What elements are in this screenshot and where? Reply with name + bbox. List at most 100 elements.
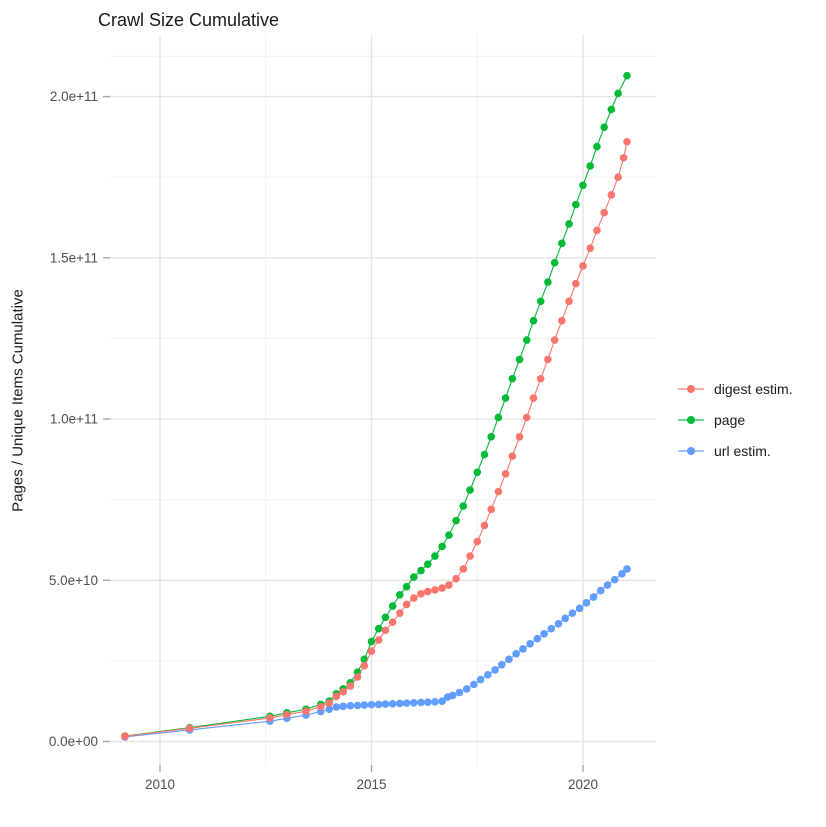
data-point bbox=[374, 700, 383, 709]
data-point bbox=[396, 699, 404, 708]
data-point bbox=[565, 297, 573, 306]
data-point bbox=[623, 71, 631, 80]
data-point bbox=[575, 604, 584, 613]
data-point bbox=[533, 634, 542, 643]
data-point bbox=[381, 626, 390, 635]
data-point bbox=[346, 701, 355, 710]
data-point bbox=[623, 565, 631, 573]
data-point bbox=[619, 154, 628, 162]
legend-label: digest estim. bbox=[714, 381, 793, 397]
data-point bbox=[381, 613, 390, 622]
legend-key-url-icon bbox=[678, 442, 704, 460]
data-point bbox=[423, 587, 432, 596]
legend-label: url estim. bbox=[714, 443, 771, 459]
data-point bbox=[374, 636, 383, 644]
data-point bbox=[448, 691, 457, 700]
data-point bbox=[579, 181, 587, 190]
data-point bbox=[423, 698, 432, 706]
data-point bbox=[316, 702, 325, 711]
data-point bbox=[452, 516, 460, 525]
data-point bbox=[438, 697, 446, 705]
data-point bbox=[536, 374, 545, 383]
data-point bbox=[501, 470, 510, 478]
data-point bbox=[466, 552, 474, 560]
data-point bbox=[607, 191, 616, 199]
data-point bbox=[593, 142, 601, 151]
data-point bbox=[554, 620, 563, 628]
data-point bbox=[473, 537, 482, 546]
chart-title: Crawl Size Cumulative bbox=[98, 10, 280, 30]
data-point bbox=[600, 123, 608, 132]
data-point bbox=[410, 594, 418, 602]
x-tick-label: 2020 bbox=[568, 777, 598, 792]
data-point bbox=[610, 575, 619, 584]
data-point bbox=[466, 486, 474, 494]
data-point bbox=[561, 614, 570, 623]
data-point bbox=[367, 700, 376, 709]
data-point bbox=[582, 599, 591, 607]
series-line-page bbox=[124, 75, 628, 737]
data-point bbox=[396, 609, 404, 617]
data-point bbox=[600, 208, 608, 217]
series-line-url-estim- bbox=[124, 568, 628, 738]
data-point bbox=[417, 566, 425, 575]
data-point bbox=[484, 670, 492, 679]
data-point bbox=[522, 336, 531, 344]
data-point bbox=[423, 560, 432, 568]
data-point bbox=[353, 673, 362, 681]
data-point bbox=[501, 394, 510, 402]
data-point bbox=[452, 574, 460, 583]
legend-label: page bbox=[714, 412, 746, 428]
data-point bbox=[589, 593, 598, 601]
data-point bbox=[431, 552, 439, 560]
data-point bbox=[550, 336, 559, 344]
legend-key-page-icon bbox=[678, 411, 704, 429]
data-point bbox=[410, 573, 418, 581]
data-point bbox=[396, 590, 404, 599]
data-point bbox=[618, 570, 626, 578]
data-point bbox=[388, 602, 397, 610]
data-point bbox=[438, 584, 446, 592]
data-point bbox=[607, 105, 616, 114]
data-point bbox=[266, 714, 274, 722]
legend-item-page: page bbox=[678, 411, 793, 429]
data-point bbox=[360, 661, 369, 670]
data-point bbox=[445, 531, 453, 539]
data-point bbox=[455, 688, 464, 697]
data-point bbox=[302, 707, 310, 715]
data-point bbox=[353, 701, 362, 710]
data-point bbox=[512, 649, 520, 658]
data-point bbox=[473, 468, 482, 477]
data-point bbox=[346, 682, 355, 690]
legend-item-digest-estim: digest estim. bbox=[678, 380, 793, 398]
y-tick-label: 1.5e+11 bbox=[50, 250, 98, 265]
y-tick-label: 2.0e+11 bbox=[50, 89, 98, 104]
data-point bbox=[360, 701, 369, 709]
data-point bbox=[388, 699, 397, 708]
data-point bbox=[540, 630, 548, 638]
data-point bbox=[508, 374, 517, 383]
data-point bbox=[402, 582, 411, 591]
data-point bbox=[402, 699, 411, 707]
data-point bbox=[565, 220, 573, 228]
data-point bbox=[410, 699, 418, 707]
data-point bbox=[459, 502, 468, 510]
data-point bbox=[505, 655, 513, 664]
data-point bbox=[480, 521, 489, 530]
data-point bbox=[544, 278, 552, 286]
data-point bbox=[558, 316, 566, 325]
data-point bbox=[332, 703, 341, 711]
data-point bbox=[614, 173, 622, 182]
data-point bbox=[515, 432, 524, 441]
data-point bbox=[367, 637, 376, 646]
data-point bbox=[476, 675, 485, 684]
data-point bbox=[487, 432, 496, 441]
data-point bbox=[121, 732, 129, 741]
data-point bbox=[381, 700, 390, 708]
data-point bbox=[558, 239, 566, 248]
data-point bbox=[593, 226, 601, 235]
data-point bbox=[367, 647, 376, 656]
data-point bbox=[388, 618, 397, 626]
data-point bbox=[438, 542, 446, 551]
